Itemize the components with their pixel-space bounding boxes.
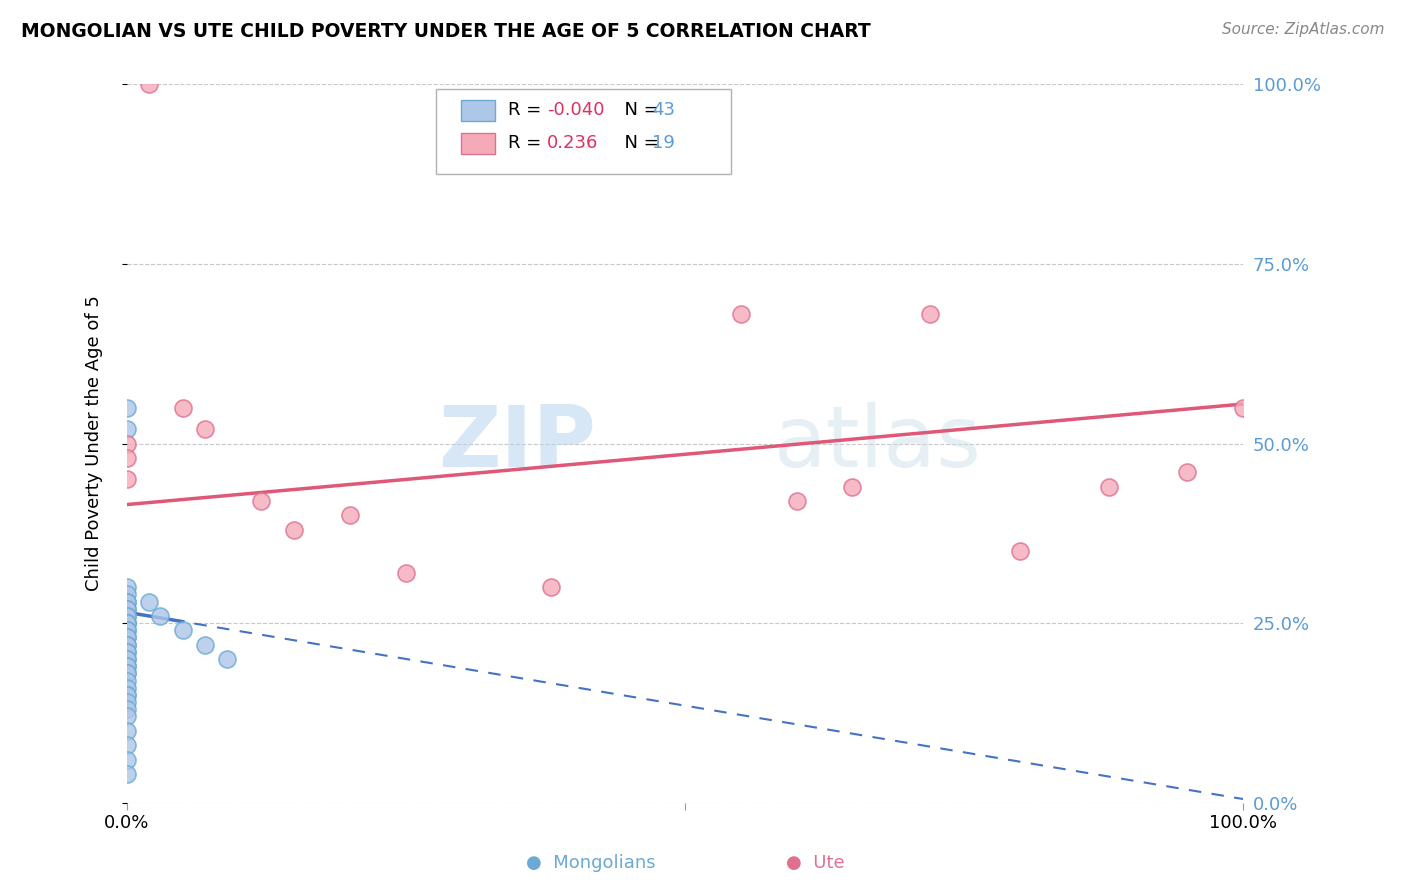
Point	[339, 508, 361, 523]
Point	[115, 688, 138, 702]
Point	[1098, 480, 1121, 494]
Point	[115, 472, 138, 486]
Point	[540, 580, 562, 594]
Point	[115, 601, 138, 615]
Point	[194, 638, 217, 652]
Point	[1232, 401, 1254, 415]
Point	[115, 666, 138, 681]
Text: -0.040: -0.040	[547, 101, 605, 119]
Point	[115, 615, 138, 630]
Point	[115, 738, 138, 752]
Point	[115, 638, 138, 652]
Point	[115, 422, 138, 436]
Text: ●  Mongolians: ● Mongolians	[526, 855, 655, 872]
Text: atlas: atlas	[775, 402, 983, 485]
Point	[115, 624, 138, 638]
Point	[115, 709, 138, 723]
Point	[115, 645, 138, 659]
Point	[115, 436, 138, 450]
Point	[115, 580, 138, 594]
Point	[115, 659, 138, 673]
Point	[115, 401, 138, 415]
Text: 19: 19	[652, 134, 675, 152]
Text: R =: R =	[508, 134, 547, 152]
Point	[115, 695, 138, 709]
Point	[138, 594, 160, 608]
Point	[730, 307, 752, 321]
Text: ●  Ute: ● Ute	[786, 855, 845, 872]
Point	[115, 666, 138, 681]
Y-axis label: Child Poverty Under the Age of 5: Child Poverty Under the Age of 5	[86, 295, 103, 591]
Point	[115, 688, 138, 702]
Point	[115, 608, 138, 623]
Text: 43: 43	[652, 101, 675, 119]
Point	[115, 594, 138, 608]
Point	[115, 624, 138, 638]
Text: R =: R =	[508, 101, 547, 119]
Point	[395, 566, 418, 580]
Point	[172, 401, 194, 415]
Text: N =: N =	[613, 101, 665, 119]
Point	[194, 422, 217, 436]
Point	[115, 723, 138, 738]
Point	[217, 652, 239, 666]
Point	[1175, 465, 1198, 479]
Point	[149, 608, 172, 623]
Point	[841, 480, 863, 494]
Text: 0.236: 0.236	[547, 134, 599, 152]
Text: Source: ZipAtlas.com: Source: ZipAtlas.com	[1222, 22, 1385, 37]
Point	[115, 645, 138, 659]
Point	[115, 450, 138, 465]
Point	[115, 681, 138, 695]
Point	[115, 702, 138, 716]
Point	[115, 638, 138, 652]
Point	[115, 594, 138, 608]
Point	[115, 587, 138, 601]
Point	[115, 652, 138, 666]
Point	[115, 601, 138, 615]
Point	[250, 494, 273, 508]
Text: N =: N =	[613, 134, 665, 152]
Point	[115, 615, 138, 630]
Text: ZIP: ZIP	[437, 402, 596, 485]
Point	[115, 631, 138, 645]
Point	[115, 615, 138, 630]
Point	[786, 494, 808, 508]
Point	[283, 523, 305, 537]
Point	[115, 608, 138, 623]
Point	[115, 767, 138, 781]
Text: MONGOLIAN VS UTE CHILD POVERTY UNDER THE AGE OF 5 CORRELATION CHART: MONGOLIAN VS UTE CHILD POVERTY UNDER THE…	[21, 22, 870, 41]
Point	[172, 624, 194, 638]
Point	[920, 307, 942, 321]
Point	[138, 78, 160, 92]
Point	[115, 652, 138, 666]
Point	[1008, 544, 1031, 558]
Point	[115, 673, 138, 688]
Point	[115, 631, 138, 645]
Point	[115, 659, 138, 673]
Point	[115, 752, 138, 766]
